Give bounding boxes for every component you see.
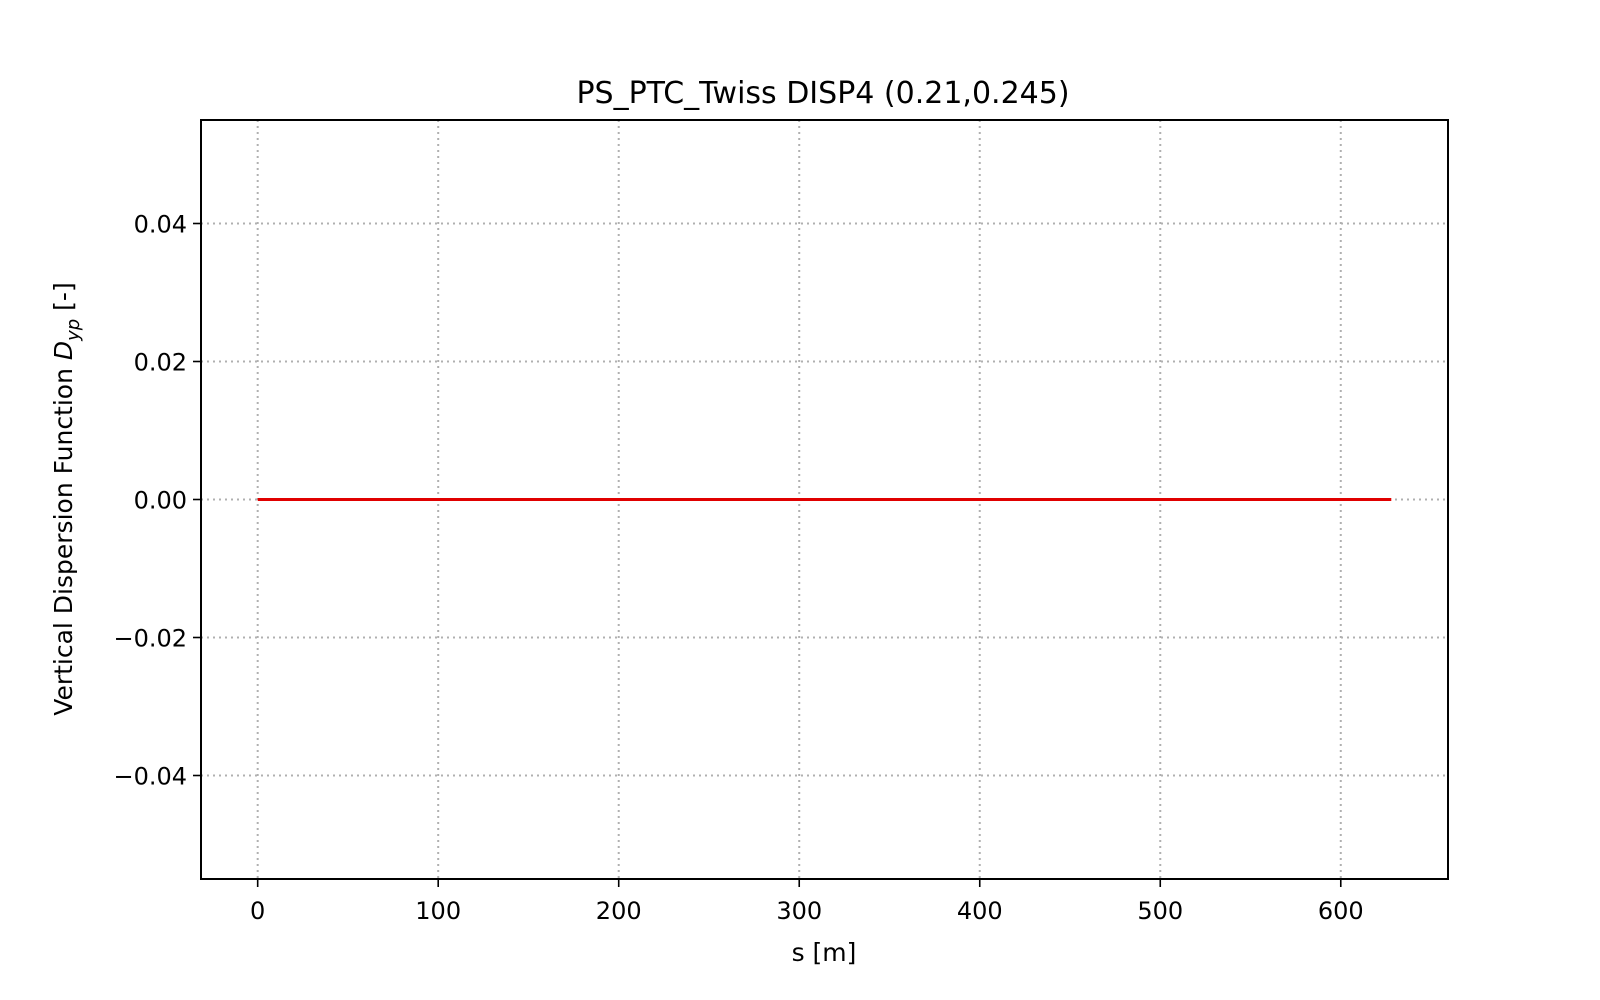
y-axis: −0.04 −0.02 0.00 0.02 0.04 [113,211,201,791]
y-tick-label: −0.04 [113,763,187,791]
y-axis-label-symbol: D [49,341,78,360]
y-tick-label: 0.00 [134,487,187,515]
x-tick-label: 400 [957,897,1003,925]
y-axis-label: Vertical Dispersion Function Dyp [-] [49,282,84,715]
y-axis-label-prefix: Vertical Dispersion Function [49,360,78,716]
chart-title: PS_PTC_Twiss DISP4 (0.21,0.245) [576,76,1069,111]
x-axis: 0 100 200 300 400 500 600 [250,879,1364,925]
y-axis-label-suffix: [-] [49,282,78,318]
y-tick-label: 0.04 [134,211,187,239]
x-tick-label: 200 [596,897,642,925]
x-tick-label: 0 [250,897,265,925]
x-tick-label: 300 [776,897,822,925]
x-tick-label: 500 [1137,897,1183,925]
x-tick-label: 600 [1318,897,1364,925]
y-tick-label: 0.02 [134,349,187,377]
y-axis-label-subscript: yp [63,319,84,342]
x-tick-label: 100 [415,897,461,925]
y-tick-label: −0.02 [113,625,187,653]
x-axis-label: s [m] [792,938,857,967]
